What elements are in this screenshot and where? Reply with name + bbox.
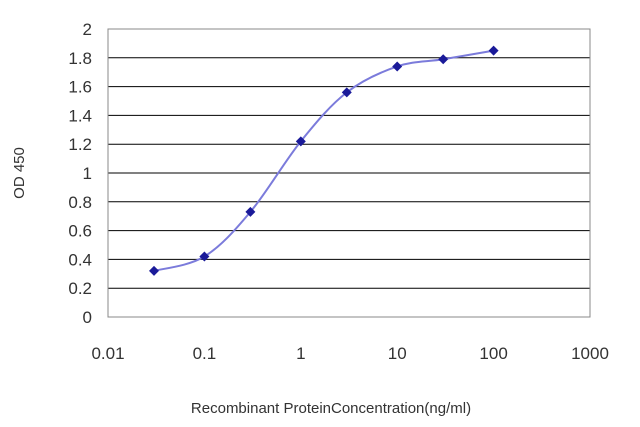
y-tick-label: 1.8 xyxy=(68,49,92,68)
x-tick-label: 1 xyxy=(296,344,305,363)
y-tick-label: 0 xyxy=(83,308,92,327)
x-axis-title: Recombinant ProteinConcentration(ng/ml) xyxy=(191,400,471,417)
y-tick-label: 1.2 xyxy=(68,135,92,154)
y-tick-label: 0.6 xyxy=(68,222,92,241)
y-tick-label: 0.4 xyxy=(68,250,92,269)
data-point xyxy=(392,61,403,72)
plot-frame xyxy=(107,28,591,318)
x-tick-label: 100 xyxy=(479,344,507,363)
y-tick-label: 1.4 xyxy=(68,106,92,125)
gridlines xyxy=(108,28,590,318)
y-tick-label: 0.2 xyxy=(68,279,92,298)
series-line xyxy=(153,49,494,272)
x-tick-label: 0.1 xyxy=(193,344,217,363)
x-tick-label: 0.01 xyxy=(91,344,124,363)
x-tick-label: 1000 xyxy=(571,344,609,363)
data-point xyxy=(148,265,159,276)
y-tick-labels: 0 0.2 0.4 0.6 0.8 1 1.2 1.4 1.6 1.8 2 xyxy=(68,20,92,327)
data-point xyxy=(488,45,499,56)
x-tick-label: 10 xyxy=(388,344,407,363)
y-tick-label: 1 xyxy=(83,164,92,183)
y-axis-title: OD 450 xyxy=(11,147,28,199)
data-point xyxy=(438,54,449,65)
y-tick-label: 1.6 xyxy=(68,78,92,97)
data-point xyxy=(199,251,210,262)
data-point xyxy=(295,136,306,147)
series-layer xyxy=(148,45,499,276)
y-tick-label: 2 xyxy=(83,20,92,39)
x-tick-labels: 0.01 0.1 1 10 100 1000 xyxy=(91,344,608,363)
data-point xyxy=(341,87,352,98)
data-point xyxy=(245,206,256,217)
y-tick-label: 0.8 xyxy=(68,193,92,212)
